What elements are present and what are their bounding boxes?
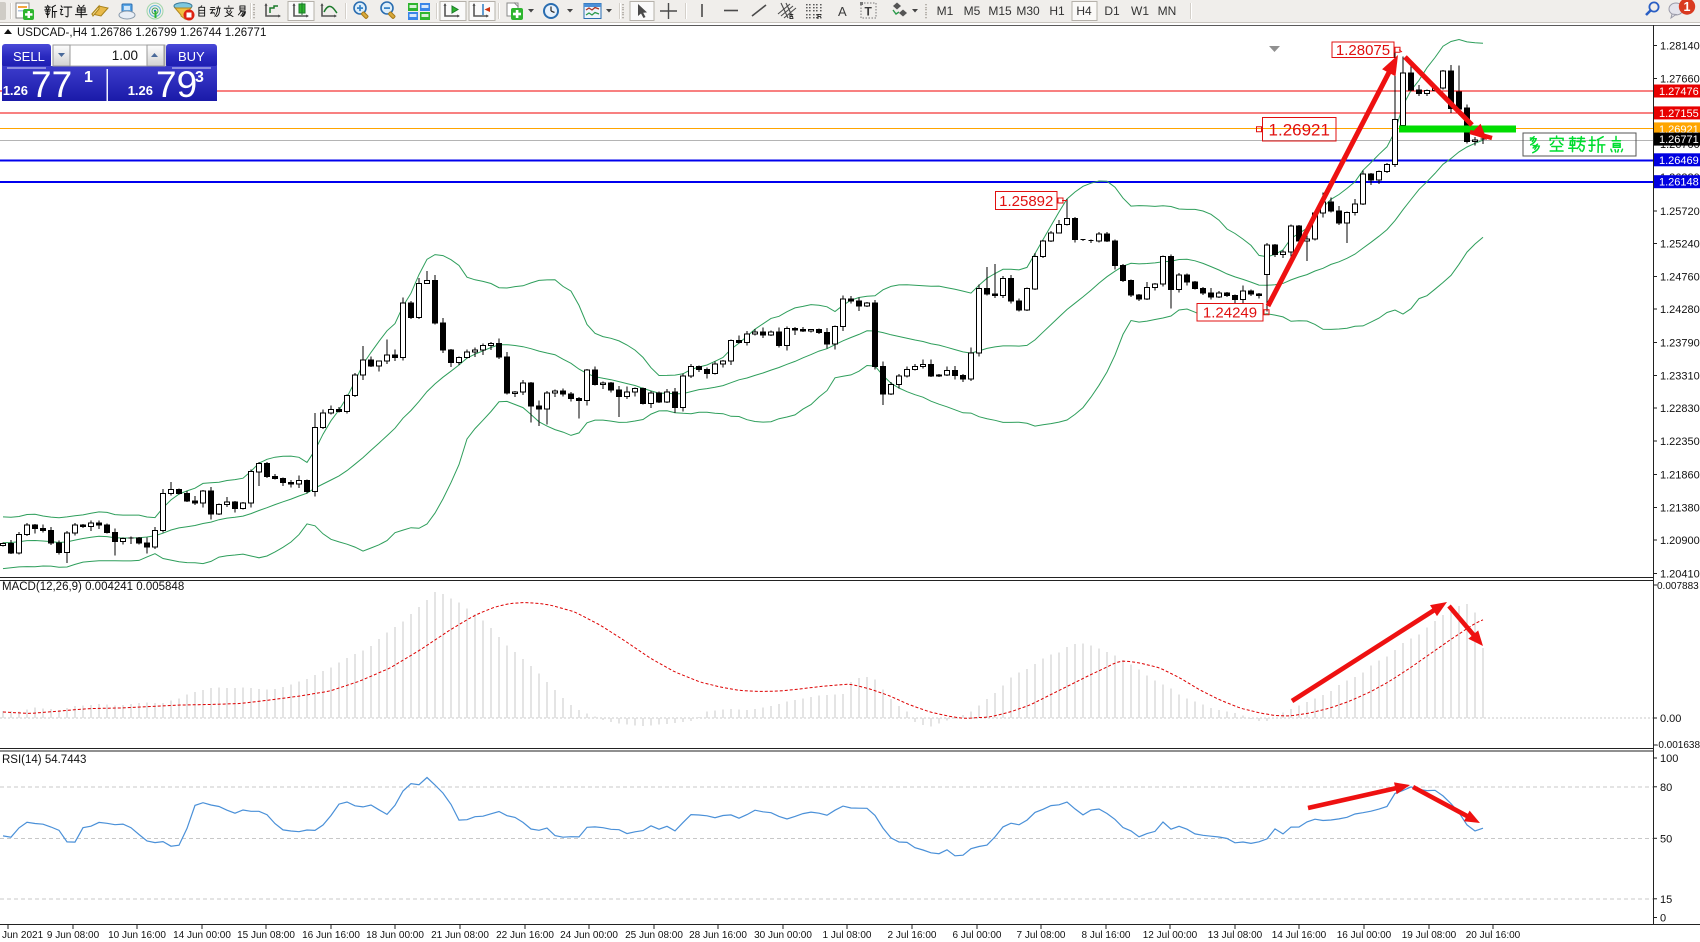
svg-text:USDCAD-,H4 1.26786 1.26799 1.: USDCAD-,H4 1.26786 1.26799 1.26744 1.267… xyxy=(17,27,266,39)
svg-text:0.00: 0.00 xyxy=(1660,713,1681,725)
svg-text:22 Jun 16:00: 22 Jun 16:00 xyxy=(496,930,554,941)
svg-text:16 Jul 00:00: 16 Jul 00:00 xyxy=(1337,930,1392,941)
svg-text:1.26148: 1.26148 xyxy=(1659,177,1699,189)
svg-text:1.25240: 1.25240 xyxy=(1660,239,1700,251)
svg-text:T: T xyxy=(865,5,873,19)
svg-text:H1: H1 xyxy=(1049,4,1065,18)
svg-text:100: 100 xyxy=(1660,753,1678,765)
svg-text:SELL: SELL xyxy=(13,49,45,64)
svg-text:MACD(12,26,9) 0.004241 0.00584: MACD(12,26,9) 0.004241 0.005848 xyxy=(2,581,184,593)
svg-text:1: 1 xyxy=(1684,0,1691,14)
svg-text:19 Jul 08:00: 19 Jul 08:00 xyxy=(1402,930,1457,941)
svg-text:A: A xyxy=(838,4,847,19)
svg-text:21 Jun 08:00: 21 Jun 08:00 xyxy=(431,930,489,941)
svg-text:1.21380: 1.21380 xyxy=(1660,502,1700,514)
svg-text:1.23310: 1.23310 xyxy=(1660,371,1700,383)
svg-text:1.25720: 1.25720 xyxy=(1660,206,1700,218)
svg-text:1.28140: 1.28140 xyxy=(1660,41,1700,53)
svg-text:M1: M1 xyxy=(937,4,954,18)
svg-text:RSI(14) 54.7443: RSI(14) 54.7443 xyxy=(2,754,86,766)
svg-text:0.007883: 0.007883 xyxy=(1657,581,1699,592)
svg-text:2 Jul 16:00: 2 Jul 16:00 xyxy=(888,930,937,941)
svg-text:M30: M30 xyxy=(1016,4,1040,18)
svg-text:1.22350: 1.22350 xyxy=(1660,436,1700,448)
svg-text:20 Jul 16:00: 20 Jul 16:00 xyxy=(1466,930,1521,941)
svg-text:10 Jun 16:00: 10 Jun 16:00 xyxy=(108,930,166,941)
svg-text:14 Jul 16:00: 14 Jul 16:00 xyxy=(1272,930,1327,941)
svg-text:MN: MN xyxy=(1158,4,1177,18)
svg-text:1.24249: 1.24249 xyxy=(1203,305,1257,322)
svg-text:14 Jun 00:00: 14 Jun 00:00 xyxy=(173,930,231,941)
svg-text:16 Jun 16:00: 16 Jun 16:00 xyxy=(302,930,360,941)
svg-text:1.27155: 1.27155 xyxy=(1659,108,1699,120)
svg-text:50: 50 xyxy=(1660,833,1672,845)
svg-text:H4: H4 xyxy=(1076,4,1092,18)
svg-text:-0.001638: -0.001638 xyxy=(1655,740,1700,751)
svg-text:1.24280: 1.24280 xyxy=(1660,304,1700,316)
svg-text:8 Jul 16:00: 8 Jul 16:00 xyxy=(1082,930,1131,941)
svg-text:12 Jul 00:00: 12 Jul 00:00 xyxy=(1143,930,1198,941)
svg-text:77: 77 xyxy=(31,64,72,105)
svg-text:79: 79 xyxy=(156,64,197,105)
svg-text:E: E xyxy=(789,14,794,21)
svg-text:25 Jun 08:00: 25 Jun 08:00 xyxy=(625,930,683,941)
svg-text:1.21860: 1.21860 xyxy=(1660,470,1700,482)
svg-text:M15: M15 xyxy=(988,4,1012,18)
svg-text:1 Jul 08:00: 1 Jul 08:00 xyxy=(823,930,872,941)
svg-text:Jun 2021: Jun 2021 xyxy=(2,930,44,941)
svg-text:F: F xyxy=(817,14,822,21)
svg-text:1.00: 1.00 xyxy=(112,48,138,63)
svg-text:15: 15 xyxy=(1660,894,1672,906)
svg-text:1.27476: 1.27476 xyxy=(1659,86,1699,98)
svg-text:0: 0 xyxy=(1660,913,1666,925)
svg-text:1.20900: 1.20900 xyxy=(1660,535,1700,547)
svg-text:1.28075: 1.28075 xyxy=(1336,42,1390,59)
svg-text:24 Jun 00:00: 24 Jun 00:00 xyxy=(560,930,618,941)
svg-text:13 Jul 08:00: 13 Jul 08:00 xyxy=(1208,930,1263,941)
svg-text:1.20410: 1.20410 xyxy=(1660,569,1700,581)
svg-text:28 Jun 16:00: 28 Jun 16:00 xyxy=(689,930,747,941)
svg-text:15 Jun 08:00: 15 Jun 08:00 xyxy=(237,930,295,941)
svg-text:1.27660: 1.27660 xyxy=(1660,73,1700,85)
svg-text:6 Jul 00:00: 6 Jul 00:00 xyxy=(953,930,1002,941)
svg-text:1.26: 1.26 xyxy=(3,83,28,98)
svg-text:1.26771: 1.26771 xyxy=(1659,134,1699,146)
svg-text:30 Jun 00:00: 30 Jun 00:00 xyxy=(754,930,812,941)
svg-text:1.24760: 1.24760 xyxy=(1660,272,1700,284)
svg-text:M5: M5 xyxy=(964,4,981,18)
svg-text:80: 80 xyxy=(1660,782,1672,794)
svg-text:1.26: 1.26 xyxy=(128,83,153,98)
svg-text:W1: W1 xyxy=(1131,4,1149,18)
svg-text:3: 3 xyxy=(195,69,204,86)
svg-text:1.26469: 1.26469 xyxy=(1659,155,1699,167)
svg-text:18 Jun 00:00: 18 Jun 00:00 xyxy=(366,930,424,941)
svg-text:1.23790: 1.23790 xyxy=(1660,338,1700,350)
svg-text:1.26921: 1.26921 xyxy=(1269,120,1330,139)
svg-text:D1: D1 xyxy=(1104,4,1120,18)
svg-text:1.25892: 1.25892 xyxy=(999,193,1053,210)
svg-text:7 Jul 08:00: 7 Jul 08:00 xyxy=(1017,930,1066,941)
svg-text:1.22830: 1.22830 xyxy=(1660,403,1700,415)
svg-text:1: 1 xyxy=(84,69,93,86)
svg-text:BUY: BUY xyxy=(178,49,205,64)
svg-text:9 Jun 08:00: 9 Jun 08:00 xyxy=(47,930,100,941)
